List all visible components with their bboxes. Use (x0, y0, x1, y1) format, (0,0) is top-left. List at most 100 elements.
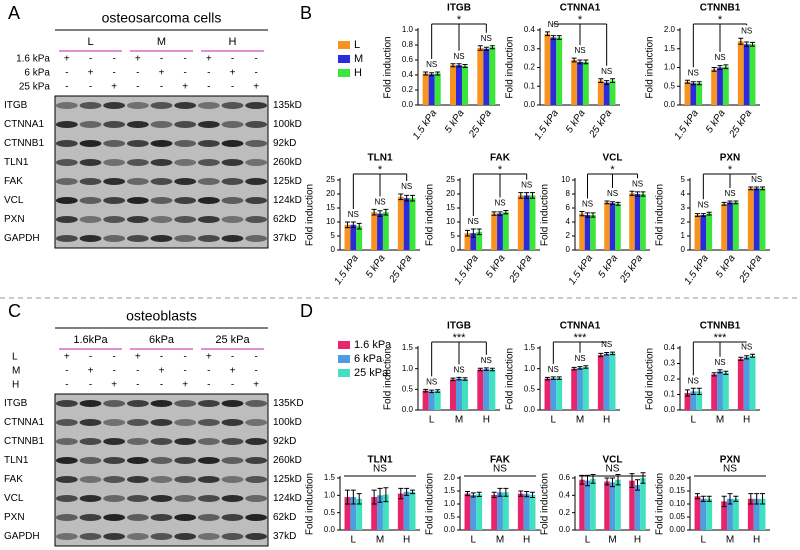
y-tick-label: 0.5 (444, 512, 456, 521)
error-bar (464, 229, 470, 237)
condition-mark: + (88, 366, 94, 377)
overall-annotation: * (718, 14, 723, 26)
size-label: 260kD (273, 455, 302, 466)
y-tick-label: 1.0 (402, 25, 414, 34)
condition-mark: + (135, 352, 141, 363)
error-bar (577, 366, 583, 370)
overall-annotation: NS (373, 464, 387, 475)
condition-label: H (12, 380, 19, 391)
y-tick-label: 0.00 (669, 525, 685, 534)
blot-band (103, 514, 126, 521)
x-tick-label: M (726, 535, 734, 546)
legend-label: 25 kPa (354, 367, 389, 379)
x-tick-label: H (634, 535, 641, 546)
bar (462, 66, 469, 105)
error-bar (604, 200, 610, 205)
chart-title: VCL (603, 153, 623, 164)
group-label: M (157, 36, 166, 48)
bar (489, 369, 496, 410)
bar (615, 203, 621, 250)
protein-label: ITGB (4, 398, 28, 409)
y-tick-label: 0 (451, 245, 456, 254)
condition-mark: - (65, 82, 68, 93)
y-axis-label: Fold induction (425, 184, 436, 246)
bar (462, 379, 469, 410)
blot-band (55, 495, 78, 502)
y-tick-label: 0.0 (559, 525, 571, 534)
blot-band (150, 419, 173, 426)
blot-band (126, 121, 149, 128)
y-axis-label: Fold induction (540, 184, 551, 246)
group-annotation: NS (453, 365, 464, 374)
error-bar (604, 477, 610, 486)
condition-mark: - (160, 352, 163, 363)
blot-band (197, 121, 220, 128)
condition-mark: - (207, 380, 210, 391)
error-bar (585, 212, 590, 218)
blot-band (221, 514, 244, 521)
y-tick-label: 1.5 (402, 343, 414, 352)
bar (502, 212, 509, 250)
blot-band (126, 159, 149, 166)
group-annotation: NS (688, 68, 699, 77)
blot-band (55, 476, 78, 483)
blot-band (55, 533, 78, 540)
bar (382, 494, 389, 530)
y-tick-label: 0.6 (559, 473, 571, 482)
blot-band (150, 533, 173, 540)
blot-band (174, 235, 197, 242)
x-tick-label: L (351, 535, 357, 546)
condition-mark: + (206, 54, 212, 65)
blot-band (103, 235, 126, 242)
blot-band (221, 533, 244, 540)
blot-band (221, 235, 244, 242)
blot-band (245, 235, 268, 242)
bar (747, 498, 754, 530)
blot-band (174, 457, 197, 464)
condition-label: 1.6 kPa (16, 54, 50, 65)
blot-band (174, 121, 197, 128)
condition-mark: - (254, 366, 257, 377)
bar (449, 379, 456, 410)
error-bar (696, 81, 702, 86)
group-annotation: NS (574, 46, 585, 55)
condition-mark: - (207, 68, 210, 79)
legend-swatch (338, 355, 350, 363)
error-bar (684, 389, 690, 397)
error-bar (544, 31, 550, 37)
bar (722, 66, 729, 105)
y-tick-label: 20 (326, 189, 335, 198)
overall-annotation: * (498, 164, 503, 176)
blot-band (103, 533, 126, 540)
bar (577, 367, 583, 410)
blot-band (150, 438, 173, 445)
error-bar (579, 474, 585, 485)
error-bar (530, 192, 536, 199)
group-annotation: NS (521, 181, 532, 190)
condition-mark: + (182, 380, 188, 391)
bar (477, 48, 484, 105)
bar (350, 224, 357, 250)
bar (382, 212, 389, 250)
y-tick-label: 0.1 (524, 81, 536, 90)
bar (603, 353, 610, 410)
bar (517, 195, 524, 250)
legend-swatch (338, 55, 350, 63)
error-bar (696, 387, 702, 395)
y-axis-label: Fold induction (425, 473, 436, 535)
condition-mark: - (231, 352, 234, 363)
error-bar (711, 67, 717, 72)
blot-band (150, 514, 173, 521)
group-annotation: NS (607, 189, 618, 198)
blot-band (174, 495, 197, 502)
error-bar (727, 200, 733, 205)
condition-mark: - (65, 68, 68, 79)
error-bar (462, 64, 468, 68)
blot-band (150, 216, 173, 223)
bar (483, 369, 490, 410)
condition-label: M (12, 366, 20, 377)
error-bar (635, 191, 640, 197)
blot-band (174, 140, 197, 147)
bar (579, 213, 585, 250)
error-bar (690, 81, 696, 86)
